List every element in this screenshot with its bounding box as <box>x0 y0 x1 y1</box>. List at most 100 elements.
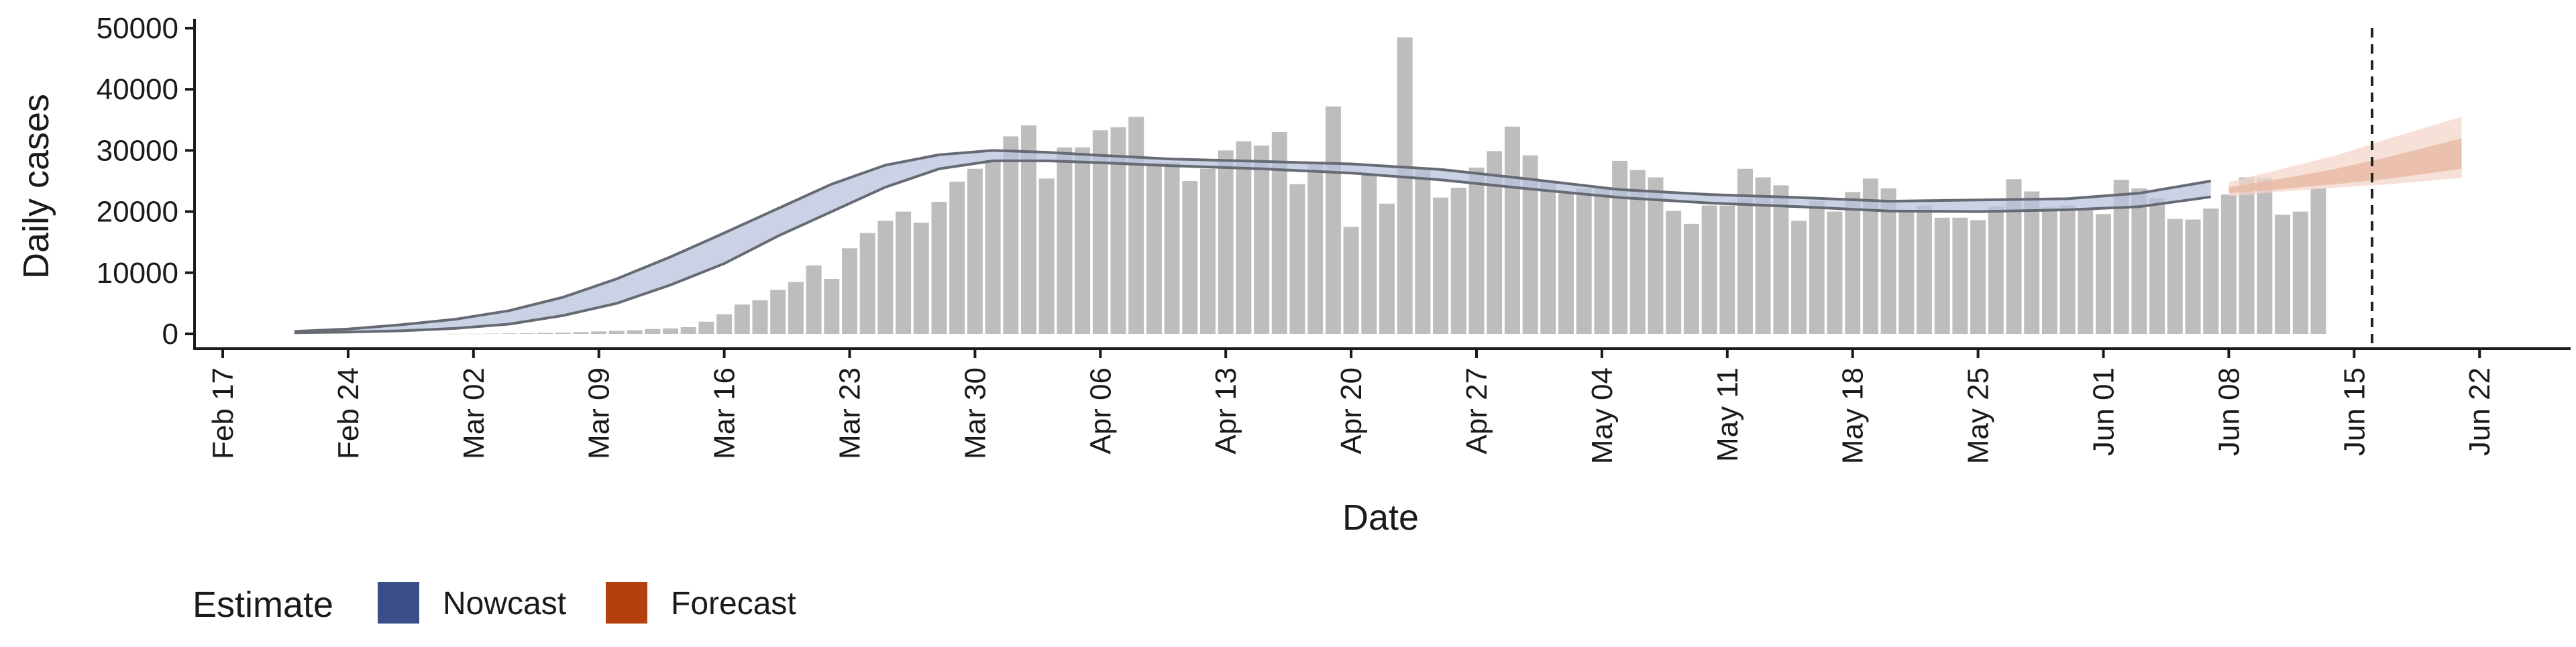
bar <box>1952 217 1968 334</box>
bar <box>1254 145 1270 334</box>
x-tick-label: Mar 23 <box>834 367 867 459</box>
bar <box>1075 147 1091 334</box>
bar <box>1504 126 1520 334</box>
y-tick-label: 50000 <box>97 12 178 45</box>
bar <box>1719 205 1735 334</box>
bar <box>752 300 768 334</box>
bar <box>1558 193 1574 334</box>
x-tick-label: Mar 02 <box>458 367 490 459</box>
bar <box>896 211 912 334</box>
legend-title: Estimate <box>193 585 333 625</box>
y-tick-label: 0 <box>162 318 178 351</box>
bar <box>2292 211 2308 334</box>
bar <box>1468 167 1485 334</box>
bar <box>627 330 643 334</box>
bar <box>859 233 875 334</box>
bar <box>1898 211 1915 334</box>
y-tick-label: 20000 <box>97 196 178 229</box>
bar <box>842 248 857 334</box>
bar <box>1988 207 2004 334</box>
bar <box>663 328 678 334</box>
legend-label-nowcast: Nowcast <box>443 586 566 622</box>
bar <box>2059 205 2076 334</box>
nowcast-lower-line <box>294 159 2211 335</box>
x-tick-label: Mar 16 <box>708 367 741 459</box>
y-tick-label: 40000 <box>97 73 178 106</box>
bar <box>1003 136 1019 334</box>
bar <box>1271 132 1287 335</box>
x-tick-label: Jun 01 <box>2088 367 2121 456</box>
bar <box>2275 215 2290 334</box>
bar <box>573 332 589 334</box>
bar <box>447 333 464 335</box>
bar <box>1934 217 1950 334</box>
bar <box>1218 150 1234 334</box>
bands-layer <box>294 28 2462 349</box>
bar <box>1289 184 1305 334</box>
bar <box>734 304 750 334</box>
bar <box>1648 177 1664 334</box>
bar <box>1182 181 1198 334</box>
x-tick-label: Feb 17 <box>207 367 239 459</box>
bar <box>501 333 517 334</box>
bar <box>1683 223 1699 334</box>
x-tick-label: Mar 09 <box>583 367 616 459</box>
bar <box>1343 227 1359 334</box>
bar <box>1307 162 1324 334</box>
bar <box>484 333 499 335</box>
bar <box>519 333 535 334</box>
x-tick-label: Jun 22 <box>2463 367 2496 456</box>
bar <box>1164 162 1180 334</box>
legend-swatch-nowcast <box>378 582 419 624</box>
bar <box>1397 37 1413 335</box>
bar <box>2041 207 2057 334</box>
bar <box>1827 211 1843 334</box>
y-tick-label: 10000 <box>97 257 178 290</box>
bar <box>2203 209 2219 334</box>
bar <box>1200 168 1216 334</box>
x-tick-label: Apr 20 <box>1335 367 1368 455</box>
bar <box>2113 180 2129 334</box>
bar <box>1146 162 1162 334</box>
bar <box>1773 185 1789 334</box>
bar <box>2239 177 2255 334</box>
bar <box>2257 178 2273 334</box>
x-tick-label: Jun 15 <box>2338 367 2371 456</box>
bar <box>1791 221 1807 334</box>
bar <box>1845 192 1861 334</box>
x-axis-title: Date <box>1342 497 1419 538</box>
bar <box>1487 151 1503 334</box>
x-tick-label: Feb 24 <box>332 367 365 459</box>
x-tick-label: Jun 08 <box>2212 367 2245 456</box>
bar <box>2131 188 2147 334</box>
bar <box>555 333 571 334</box>
x-tick-label: Apr 06 <box>1084 367 1117 455</box>
bar <box>1379 203 1395 334</box>
bar <box>877 221 894 334</box>
bar <box>2024 191 2040 334</box>
bar <box>1361 174 1377 334</box>
bar <box>466 333 482 335</box>
bar <box>698 321 714 334</box>
bar <box>1057 147 1073 334</box>
x-tick-label: Mar 30 <box>959 367 991 459</box>
forecast-band-inner <box>2229 138 2462 194</box>
bar <box>1629 170 1646 334</box>
bar <box>1110 127 1126 334</box>
bar <box>1450 188 1466 334</box>
bar <box>1862 178 1878 334</box>
bar <box>2078 208 2094 334</box>
x-tick-label: May 11 <box>1711 367 1744 462</box>
bar <box>1737 168 1753 334</box>
bar <box>1038 178 1055 334</box>
bar <box>1236 141 1252 334</box>
bar <box>2149 198 2165 334</box>
bar <box>913 223 929 334</box>
y-axis-title: Daily cases <box>16 94 56 279</box>
y-tick-label: 30000 <box>97 134 178 167</box>
bar <box>591 331 607 334</box>
bar <box>1809 201 1825 334</box>
bar <box>770 290 786 334</box>
bar <box>608 331 625 334</box>
